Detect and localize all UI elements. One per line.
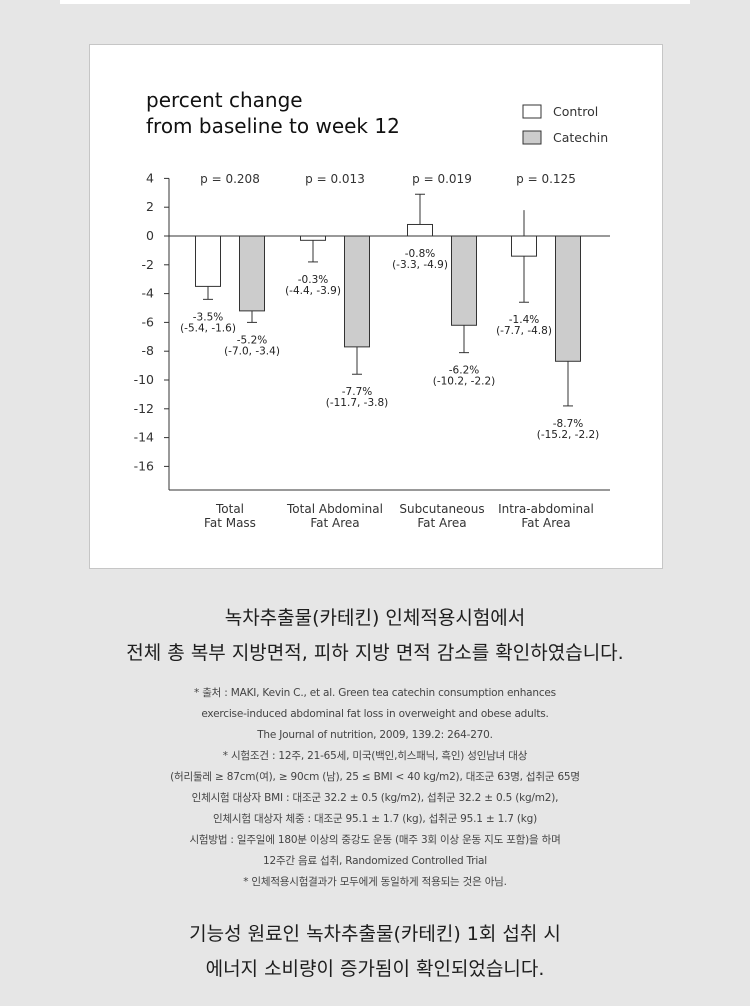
p-value-label: p = 0.013 xyxy=(305,172,365,186)
x-category-label: Intra-abdominal xyxy=(498,502,594,516)
ci-label: (-3.3, -4.9) xyxy=(392,259,448,271)
p-value-label: p = 0.125 xyxy=(516,172,576,186)
x-category-label: Fat Area xyxy=(417,516,466,530)
top-divider-strip xyxy=(60,0,690,4)
y-tick-label: 0 xyxy=(146,228,154,243)
p-value-label: p = 0.208 xyxy=(200,172,260,186)
bar-catechin xyxy=(344,235,370,348)
y-tick-label: -14 xyxy=(134,430,154,445)
note-line: The Journal of nutrition, 2009, 139.2: 2… xyxy=(257,729,493,741)
legend-label-control: Control xyxy=(553,104,598,119)
bar-catechin xyxy=(451,235,477,326)
ci-label: (-4.4, -3.9) xyxy=(285,285,341,297)
chart-card: percent change from baseline to week 12 Co… xyxy=(89,44,663,569)
headline-2-line-1: 기능성 원료인 녹차추출물(카테킨) 1회 섭취 시 xyxy=(189,923,561,945)
x-category-label: Subcutaneous xyxy=(399,502,484,516)
x-category-label: Total xyxy=(215,502,244,516)
ci-label: (-5.4, -1.6) xyxy=(180,322,236,334)
y-tick-label: -16 xyxy=(134,458,154,473)
note-line: exercise-induced abdominal fat loss in o… xyxy=(201,708,549,720)
note-line: * 인체적용시험결과가 모두에게 동일하게 적용되는 것은 아님. xyxy=(243,876,507,888)
bar-control xyxy=(407,223,433,237)
y-tick-label: -2 xyxy=(142,257,154,272)
y-tick-label: -12 xyxy=(134,401,154,416)
bar-control xyxy=(300,235,326,241)
headline-1-line-2: 전체 총 복부 지방면적, 피하 지방 면적 감소를 확인하였습니다. xyxy=(126,642,624,664)
x-category-label: Fat Mass xyxy=(204,516,256,530)
headline-1: 녹차추출물(카테킨) 인체적용시험에서 전체 총 복부 지방면적, 피하 지방 … xyxy=(0,601,750,671)
y-tick-label: -6 xyxy=(142,314,155,329)
y-tick-label: -4 xyxy=(142,286,155,301)
y-tick-label: 4 xyxy=(146,170,154,185)
data-label: -3.5% xyxy=(193,311,223,323)
chart-title-line: from baseline to week 12 xyxy=(146,114,400,138)
y-tick-label: -8 xyxy=(142,343,155,358)
note-line: 12주간 음료 섭취, Randomized Controlled Trial xyxy=(262,855,488,867)
headline-1-line-1: 녹차추출물(카테킨) 인체적용시험에서 xyxy=(224,607,526,629)
note-line: 인체시험 대상자 BMI : 대조군 32.2 ± 0.5 (kg/m2), 섭… xyxy=(191,792,559,804)
bar-catechin xyxy=(555,235,581,362)
bar-control xyxy=(511,235,537,257)
ci-label: (-7.0, -3.4) xyxy=(224,345,280,357)
note-line: * 시험조건 : 12주, 21-65세, 미국(백인,히스패닉, 흑인) 성인… xyxy=(222,750,528,762)
chart-title-line: percent change xyxy=(146,88,303,112)
ci-label: (-15.2, -2.2) xyxy=(537,429,600,441)
y-tick-label: -10 xyxy=(134,372,154,387)
note-line: (허리둘레 ≥ 87cm(여), ≥ 90cm (남), 25 ≤ BMI < … xyxy=(170,771,580,783)
headline-2: 기능성 원료인 녹차추출물(카테킨) 1회 섭취 시 에너지 소비량이 증가됨이… xyxy=(0,917,750,987)
ci-label: (-7.7, -4.8) xyxy=(496,325,552,337)
data-label: -6.2% xyxy=(449,365,479,377)
data-label: -7.7% xyxy=(342,386,372,398)
data-label: -0.3% xyxy=(298,274,328,286)
data-label: -0.8% xyxy=(405,248,435,260)
x-category-label: Total Abdominal xyxy=(286,502,383,516)
legend-label-catechin: Catechin xyxy=(553,130,608,145)
x-category-label: Fat Area xyxy=(521,516,570,530)
note-line: 시험방법 : 일주일에 180분 이상의 중강도 운동 (매주 3회 이상 운동… xyxy=(189,834,561,846)
headline-2-line-2: 에너지 소비량이 증가됨이 확인되었습니다. xyxy=(205,958,545,980)
study-notes: * 출처 : MAKI, Kevin C., et al. Green tea … xyxy=(0,683,750,893)
legend-swatch-control xyxy=(522,104,542,119)
note-line: * 출처 : MAKI, Kevin C., et al. Green tea … xyxy=(194,687,556,699)
p-value-label: p = 0.019 xyxy=(412,172,472,186)
y-tick-label: 2 xyxy=(146,199,154,214)
ci-label: (-11.7, -3.8) xyxy=(326,397,389,409)
data-label: -1.4% xyxy=(509,314,539,326)
note-line: 인체시험 대상자 체중 : 대조군 95.1 ± 1.7 (kg), 섭취군 9… xyxy=(213,813,537,825)
legend-swatch-catechin xyxy=(522,130,542,145)
data-label: -8.7% xyxy=(553,418,583,430)
x-category-label: Fat Area xyxy=(310,516,359,530)
bar-control xyxy=(195,235,221,287)
ci-label: (-10.2, -2.2) xyxy=(433,376,496,388)
bar-catechin xyxy=(239,235,265,312)
data-label: -5.2% xyxy=(237,334,267,346)
